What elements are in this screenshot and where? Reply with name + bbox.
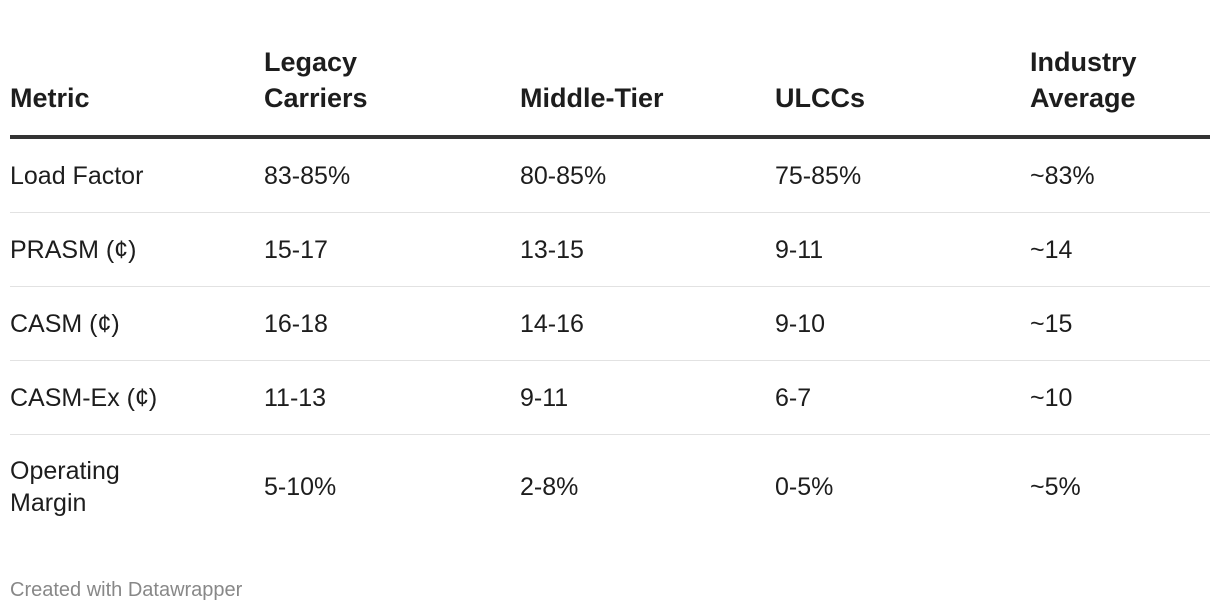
table-cell: 16-18: [264, 286, 520, 361]
table-cell: CASM-Ex (¢): [10, 360, 264, 435]
data-table-container: Metric Legacy Carriers Middle-Tier ULCCs…: [10, 44, 1210, 539]
data-table: Metric Legacy Carriers Middle-Tier ULCCs…: [10, 44, 1210, 539]
table-cell: 15-17: [264, 212, 520, 287]
table-cell: 80-85%: [520, 137, 775, 213]
table-row: CASM (¢) 16-18 14-16 9-10 ~15: [10, 286, 1210, 361]
table-cell: 0-5%: [775, 473, 834, 501]
table-cell: PRASM (¢): [10, 212, 264, 287]
table-row: Load Factor 83-85% 80-85% 75-85% ~83%: [10, 137, 1210, 213]
table-cell: ~15: [1030, 286, 1210, 361]
header-row: Metric Legacy Carriers Middle-Tier ULCCs…: [10, 44, 1210, 139]
table-row: PRASM (¢) 15-17 13-15 9-11 ~14: [10, 212, 1210, 287]
table-cell: Operating Margin: [10, 457, 120, 517]
table-cell: ~5%: [1030, 473, 1081, 501]
table-cell: 9-11: [520, 360, 775, 435]
table-header: Metric Legacy Carriers Middle-Tier ULCCs…: [10, 44, 1210, 139]
datawrapper-credit[interactable]: Created with Datawrapper: [10, 579, 243, 601]
table-cell: 5-10%: [264, 473, 337, 501]
column-header-ulccs[interactable]: ULCCs: [775, 44, 1030, 139]
table-cell: 6-7: [775, 360, 1030, 435]
table-cell: 14-16: [520, 286, 775, 361]
table-cell: ~10: [1030, 360, 1210, 435]
column-header-middle-tier[interactable]: Middle-Tier: [520, 44, 775, 139]
table-cell: CASM (¢): [10, 286, 264, 361]
table-cell: 9-11: [775, 212, 1030, 287]
table-cell: 9-10: [775, 286, 1030, 361]
table-row: CASM-Ex (¢) 11-13 9-11 6-7 ~10: [10, 360, 1210, 435]
table-cell: ~14: [1030, 212, 1210, 287]
column-header-industry-average[interactable]: Industry Average: [1030, 44, 1210, 139]
table-cell: 2-8%: [520, 473, 579, 501]
table-cell: ~83%: [1030, 137, 1210, 213]
table-cell: 11-13: [264, 360, 520, 435]
table-cell: 75-85%: [775, 137, 1030, 213]
table-row: Operating Margin 5-10% 2-8% 0-5% ~5%: [10, 435, 1210, 540]
table-cell: 13-15: [520, 212, 775, 287]
table-cell: 83-85%: [264, 137, 520, 213]
column-header-legacy-carriers[interactable]: Legacy Carriers: [264, 44, 520, 139]
table-body: Load Factor 83-85% 80-85% 75-85% ~83% PR…: [10, 137, 1210, 539]
table-cell: Load Factor: [10, 137, 264, 213]
column-header-metric[interactable]: Metric: [10, 44, 264, 139]
